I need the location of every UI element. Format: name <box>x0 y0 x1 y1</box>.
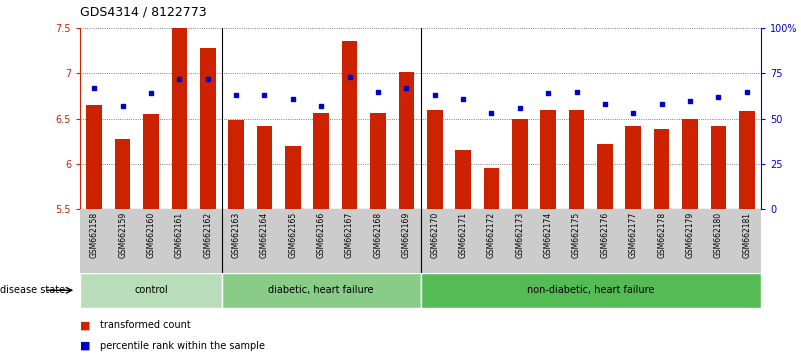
Text: transformed count: transformed count <box>100 320 191 331</box>
Text: GSM662175: GSM662175 <box>572 212 581 258</box>
Text: GSM662164: GSM662164 <box>260 212 269 258</box>
Bar <box>143 114 159 209</box>
Text: percentile rank within the sample: percentile rank within the sample <box>100 341 265 351</box>
Text: GSM662177: GSM662177 <box>629 212 638 258</box>
Bar <box>512 119 528 209</box>
Bar <box>597 144 613 209</box>
Bar <box>569 110 585 209</box>
Text: GSM662159: GSM662159 <box>119 212 127 258</box>
Text: ■: ■ <box>80 341 91 351</box>
Text: GDS4314 / 8122773: GDS4314 / 8122773 <box>80 6 207 19</box>
Text: GSM662166: GSM662166 <box>316 212 326 258</box>
Bar <box>739 112 755 209</box>
Text: GSM662160: GSM662160 <box>147 212 155 258</box>
Bar <box>285 145 300 209</box>
Text: GSM662165: GSM662165 <box>288 212 297 258</box>
Text: GSM662167: GSM662167 <box>345 212 354 258</box>
Bar <box>115 139 131 209</box>
Text: GSM662158: GSM662158 <box>90 212 99 258</box>
Text: control: control <box>134 285 168 295</box>
Text: GSM662163: GSM662163 <box>231 212 240 258</box>
Bar <box>370 113 386 209</box>
Text: GSM662161: GSM662161 <box>175 212 184 258</box>
Bar <box>222 273 421 308</box>
Text: diabetic, heart failure: diabetic, heart failure <box>268 285 374 295</box>
Bar <box>654 130 670 209</box>
Text: GSM662162: GSM662162 <box>203 212 212 258</box>
Bar <box>421 273 761 308</box>
Text: GSM662174: GSM662174 <box>544 212 553 258</box>
Bar <box>626 126 641 209</box>
Bar <box>710 126 727 209</box>
Bar <box>228 120 244 209</box>
Bar <box>682 119 698 209</box>
Bar <box>313 113 329 209</box>
Bar <box>200 48 215 209</box>
Text: GSM662173: GSM662173 <box>515 212 525 258</box>
Bar <box>256 126 272 209</box>
Text: GSM662181: GSM662181 <box>743 212 751 258</box>
Text: GSM662171: GSM662171 <box>459 212 468 258</box>
Text: GSM662179: GSM662179 <box>686 212 694 258</box>
Bar <box>80 273 222 308</box>
Bar <box>342 41 357 209</box>
Bar <box>484 168 499 209</box>
Text: GSM662176: GSM662176 <box>601 212 610 258</box>
Text: GSM662180: GSM662180 <box>714 212 723 258</box>
Text: GSM662172: GSM662172 <box>487 212 496 258</box>
Bar <box>427 110 442 209</box>
Text: GSM662169: GSM662169 <box>402 212 411 258</box>
Text: ■: ■ <box>80 320 91 331</box>
Bar <box>455 150 471 209</box>
Bar <box>541 110 556 209</box>
Bar <box>171 28 187 209</box>
Text: GSM662178: GSM662178 <box>657 212 666 258</box>
Text: disease state: disease state <box>0 285 65 295</box>
Bar <box>87 105 102 209</box>
Text: non-diabetic, heart failure: non-diabetic, heart failure <box>527 285 654 295</box>
Text: GSM662170: GSM662170 <box>430 212 439 258</box>
Bar <box>399 72 414 209</box>
Text: GSM662168: GSM662168 <box>373 212 382 258</box>
